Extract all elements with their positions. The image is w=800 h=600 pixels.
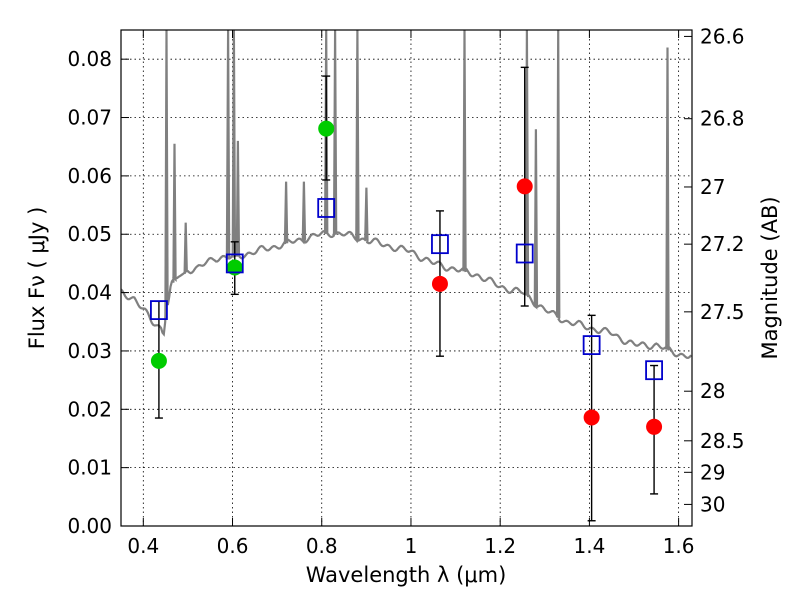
detection-point — [646, 418, 663, 435]
y2-tick-label: 27 — [700, 175, 725, 199]
grid — [121, 30, 692, 527]
detection-point — [226, 259, 243, 276]
detection-points — [150, 120, 663, 435]
x-tick-label: 0.8 — [306, 534, 338, 558]
ticks: 0.4 0.6 0.8 1 1.2 1.4 1.6 0.00 0.01 0.02 0.03 0.04 0… — [67, 24, 744, 558]
x-tick-label: 1 — [405, 534, 418, 558]
model-spectrum — [121, 30, 692, 360]
x-tick-label: 1.2 — [484, 534, 516, 558]
y-tick-label: 0.00 — [67, 514, 112, 538]
detection-point — [431, 275, 448, 292]
y2-tick-label: 27.2 — [700, 232, 745, 256]
y2-tick-label: 27.5 — [700, 300, 745, 324]
x-tick-label: 1.6 — [663, 534, 695, 558]
y-tick-label: 0.06 — [67, 164, 112, 188]
plot-frame — [120, 29, 693, 527]
y-axis-label: Flux Fν ( μJy ) — [25, 207, 49, 350]
detection-point — [583, 409, 600, 426]
x-tick-label: 1.4 — [573, 534, 605, 558]
model-box — [431, 234, 449, 255]
y-tick-label: 0.03 — [67, 339, 112, 363]
model-box — [582, 335, 601, 356]
detection-point — [150, 352, 167, 369]
x-tick-label: 0.6 — [217, 534, 249, 558]
y-tick-label: 0.05 — [67, 222, 112, 246]
y2-tick-label: 29 — [700, 460, 725, 484]
x-axis-label: Wavelength λ (μm) — [306, 563, 507, 587]
y-tick-label: 0.08 — [67, 47, 112, 71]
model-box — [515, 243, 534, 264]
detection-point — [516, 178, 533, 195]
error-bars — [154, 66, 659, 522]
y2-tick-label: 26.8 — [700, 107, 745, 131]
y2-axis-label: Magnitude (AB) — [758, 196, 782, 359]
y2-tick-label: 28 — [700, 379, 725, 403]
y2-tick-label: 28.5 — [700, 429, 745, 453]
y2-tick-label: 26.6 — [700, 24, 745, 48]
y-tick-label: 0.01 — [67, 456, 112, 480]
model-box — [317, 198, 336, 218]
spectrum-line — [121, 30, 692, 360]
detection-point — [318, 120, 335, 137]
model-box — [225, 253, 244, 274]
x-tick-label: 0.4 — [127, 534, 159, 558]
model-box — [150, 300, 168, 320]
y2-tick-label: 30 — [700, 492, 725, 516]
y-tick-label: 0.04 — [67, 281, 112, 305]
model-box — [645, 360, 663, 381]
model-photometry-boxes — [150, 198, 663, 381]
y-tick-label: 0.02 — [67, 397, 112, 421]
y-tick-label: 0.07 — [67, 106, 112, 130]
